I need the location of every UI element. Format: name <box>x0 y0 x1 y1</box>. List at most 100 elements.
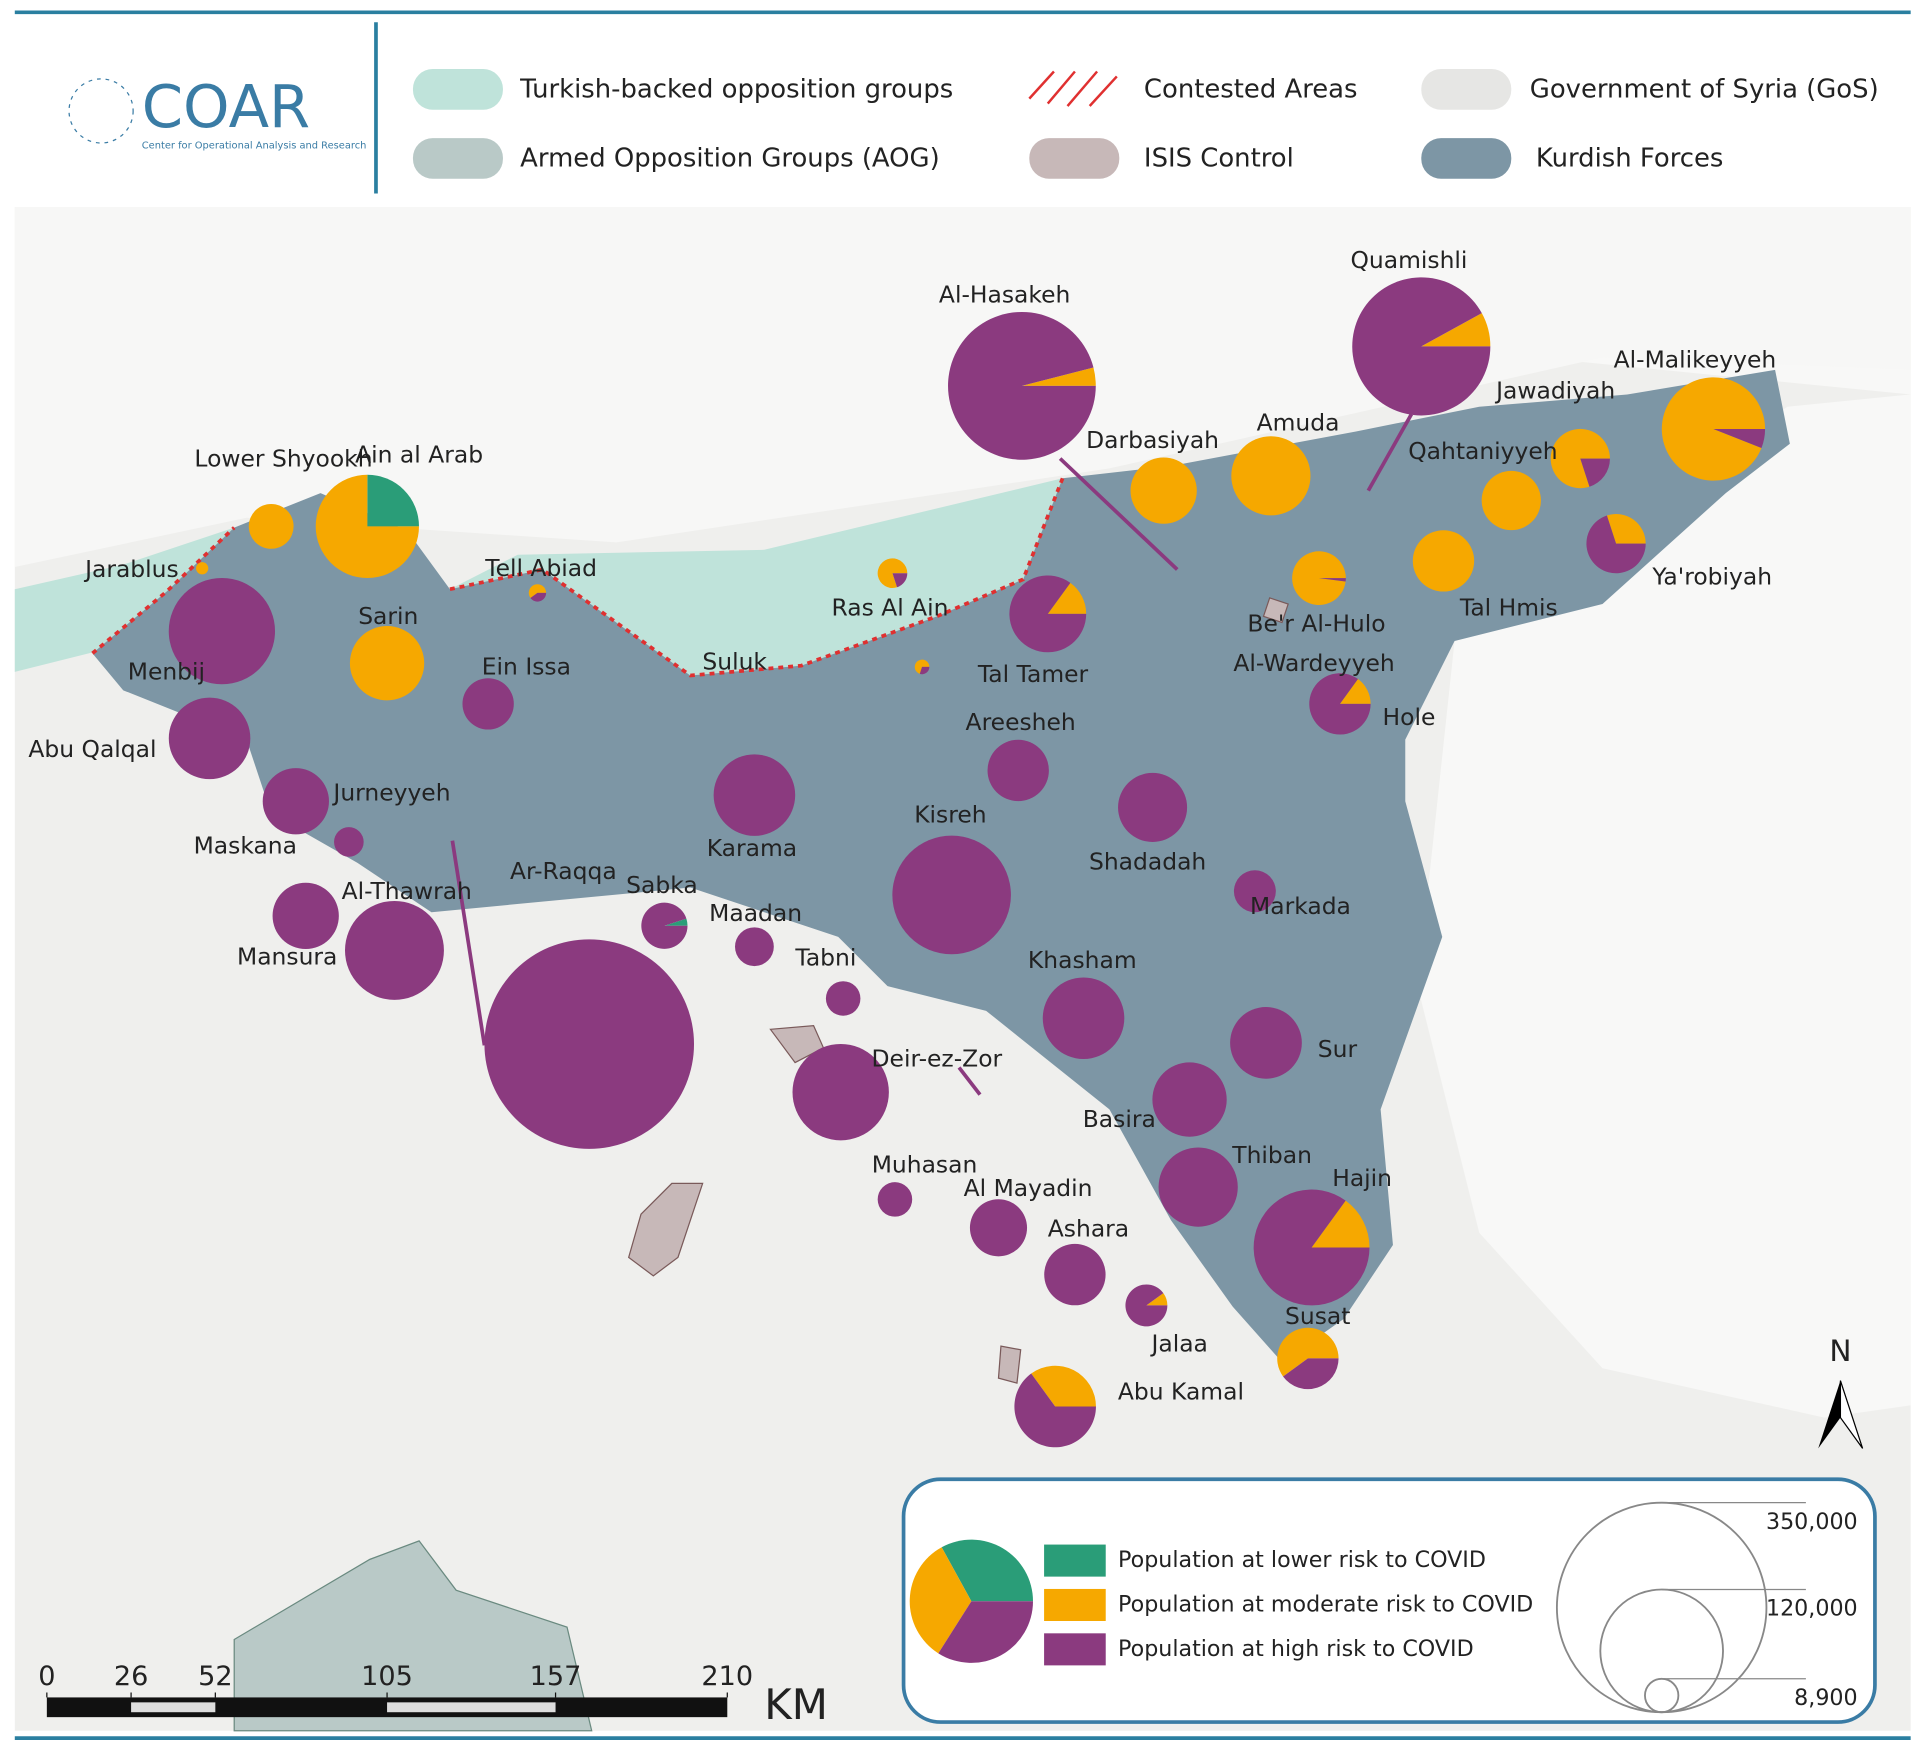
place-pie <box>641 902 688 949</box>
arrow-half <box>1818 1380 1841 1449</box>
pie-slice <box>248 503 294 549</box>
scale-label: 26 <box>114 1661 149 1692</box>
place-label: Ain al Arab <box>355 441 483 469</box>
pie-slice <box>367 474 419 527</box>
place-label: Al Mayadin <box>964 1174 1093 1202</box>
pie-slice <box>272 882 339 950</box>
legend-swatch <box>1044 1633 1106 1666</box>
place-label: Al-Wardeyyeh <box>1233 649 1394 677</box>
place-pie <box>1125 1284 1168 1327</box>
pie-slice <box>484 939 695 1149</box>
arrow-half <box>1839 1380 1864 1449</box>
place-label: Areesheh <box>966 708 1076 736</box>
place-label: Suluk <box>702 648 767 676</box>
place-pie <box>914 659 930 675</box>
swatch <box>412 138 503 179</box>
pie-slice <box>1661 377 1766 481</box>
pie-slice <box>1283 1358 1339 1390</box>
legend-swatch <box>1044 1588 1106 1621</box>
pie-slice <box>1118 772 1188 842</box>
pie-slice <box>1277 1327 1339 1377</box>
place-pie <box>1661 377 1766 481</box>
aog-area <box>233 1540 593 1732</box>
place-pie <box>1158 1147 1238 1227</box>
place-pie <box>248 503 294 549</box>
place-label: Quamishli <box>1350 246 1467 274</box>
place-label: Al-Hasakeh <box>939 280 1070 308</box>
scale-label: 157 <box>530 1661 582 1692</box>
logo-subtitle: Center for Operational Analysis and Rese… <box>142 140 367 151</box>
place-label: Tabni <box>794 944 856 972</box>
pie-slice <box>825 981 861 1016</box>
place-pie <box>315 474 419 579</box>
pie-slice <box>1253 1189 1370 1306</box>
pie-slice <box>1309 673 1371 735</box>
pie-slice <box>334 827 364 857</box>
place-label: Tell Abiad <box>484 554 597 582</box>
pie-slice <box>528 584 547 599</box>
scale-segment <box>387 1702 556 1713</box>
place-label: Shadadah <box>1089 847 1206 875</box>
place-pie <box>168 697 251 780</box>
pie-slice <box>1550 428 1610 489</box>
leader-lines <box>450 413 1414 1096</box>
place-label: Maadan <box>709 899 802 927</box>
logo-mark <box>68 78 134 144</box>
pie-slice <box>1412 530 1475 592</box>
place-label: Al-Malikeyyeh <box>1614 346 1777 374</box>
place-label: Be'r Al-Hulo <box>1247 609 1385 637</box>
size-label: 350,000 <box>1766 1509 1858 1535</box>
pie-slice <box>1230 1007 1302 1079</box>
place-pie <box>196 562 209 575</box>
pie-slice <box>987 739 1049 802</box>
pie-slice <box>1152 1062 1227 1137</box>
area-legend: Turkish-backed opposition groups Armed O… <box>412 69 1879 179</box>
place-label: Menbij <box>128 658 205 686</box>
place-pie <box>1044 1243 1106 1306</box>
pies: Al-Hasakeh Quamishli Al-Malikeyyeh Jawadiya… <box>28 246 1777 1448</box>
place-pie <box>1233 870 1276 913</box>
pie-slice <box>530 592 547 602</box>
size-label: 120,000 <box>1766 1596 1858 1622</box>
pie-slice <box>1044 1243 1106 1306</box>
scale-label: 52 <box>198 1661 232 1692</box>
pie-slice <box>664 918 688 926</box>
pie-slice <box>969 1199 1028 1257</box>
place-pie <box>987 739 1049 802</box>
place-label: Susat <box>1285 1302 1350 1330</box>
pie-slice <box>948 311 1096 460</box>
pie-slice <box>1318 578 1346 582</box>
pie-slice <box>919 666 930 675</box>
legend: Population at lower risk to COVID Populat… <box>909 1501 1858 1714</box>
place-pie <box>1231 436 1311 516</box>
scale-label: 105 <box>361 1661 413 1692</box>
pie-slice <box>1421 313 1491 347</box>
north-arrow: N <box>1818 1334 1864 1449</box>
place-pie <box>1253 1189 1370 1306</box>
pie-slice <box>892 573 908 588</box>
pie-slice <box>641 902 688 949</box>
place-label: Amuda <box>1257 409 1340 437</box>
place-pie <box>969 1199 1028 1257</box>
pie-slice <box>938 1601 1033 1663</box>
size-label: 8,900 <box>1794 1685 1857 1711</box>
place-label: Ar-Raqqa <box>510 857 617 885</box>
place-pie <box>262 768 329 835</box>
swatch <box>1029 138 1120 179</box>
legend-label: Population at lower risk to COVID <box>1118 1547 1486 1573</box>
scale-label: 0 <box>38 1661 55 1692</box>
place-pie <box>1130 457 1197 524</box>
pie-slice <box>892 835 1011 955</box>
pie-slice <box>1339 679 1371 704</box>
legend-label: Population at high risk to COVID <box>1118 1636 1474 1662</box>
place-label: Hajin <box>1332 1164 1392 1192</box>
place-label: Darbasiyah <box>1086 426 1219 454</box>
place-label: Basira <box>1083 1105 1156 1133</box>
place-pie <box>1481 470 1541 531</box>
turkish-backed-west <box>14 527 247 672</box>
pie-slice <box>315 474 419 579</box>
pie-slice <box>1586 515 1646 574</box>
place-pie <box>1118 772 1188 842</box>
place-label: Markada <box>1250 892 1351 920</box>
